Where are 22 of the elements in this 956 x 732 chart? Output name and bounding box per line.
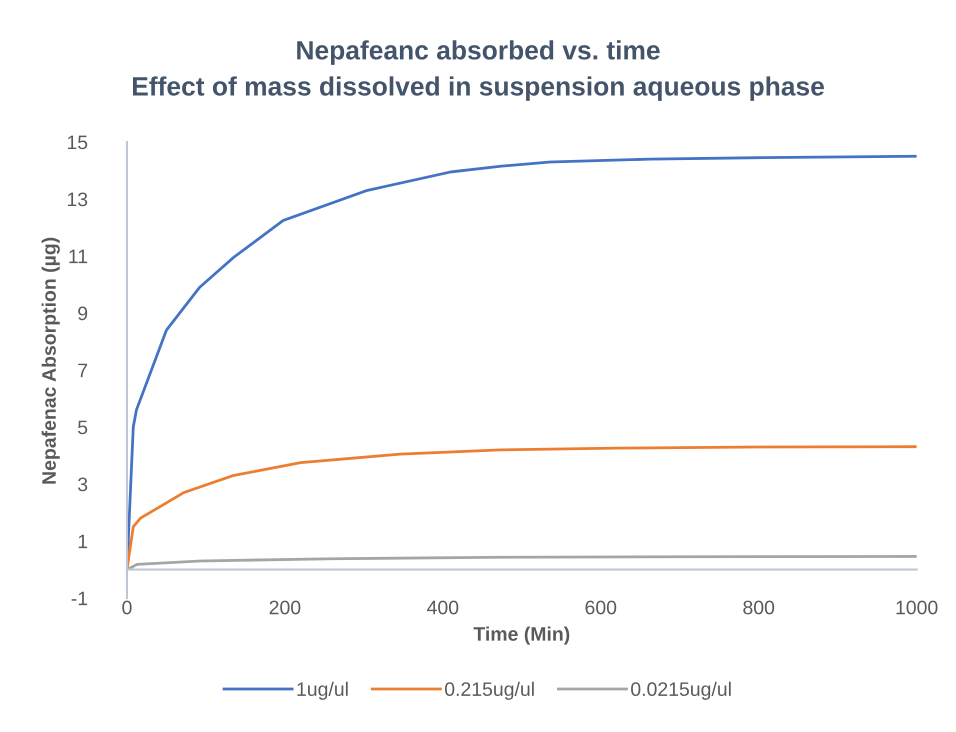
y-tick-label: 5 <box>78 420 88 434</box>
x-tick-label: 400 <box>427 600 458 614</box>
y-tick-label: 1 <box>78 534 88 548</box>
y-tick-label: 7 <box>78 364 88 378</box>
y-tick-label: 9 <box>78 306 88 320</box>
chart-title: Nepafeanc absorbed vs. time Effect of mass dissolved in suspension aqueous phase <box>132 40 824 101</box>
y-tick-label: 11 <box>69 250 88 264</box>
y-tick-label: 13 <box>68 192 88 206</box>
y-axis-title: Nepafenac Absorption (µg) <box>42 238 60 484</box>
legend-label: 0.215ug/ul <box>445 682 534 700</box>
x-tick-label: 1000 <box>896 600 938 614</box>
x-axis-title: Time (Min) <box>474 626 570 645</box>
x-tick-label: 200 <box>270 600 300 614</box>
line-series <box>126 555 917 571</box>
x-tick-label: 800 <box>743 600 774 614</box>
legend-label: 0.0215ug/ul <box>631 682 731 700</box>
x-tick-label: 600 <box>586 600 616 614</box>
y-tick-label: 15 <box>68 136 88 150</box>
legend-label: 1ug/ul <box>297 682 348 700</box>
y-tick-label: 3 <box>78 478 88 492</box>
y-tick-label: -1 <box>72 592 88 606</box>
x-tick-label: 0 <box>122 600 132 614</box>
